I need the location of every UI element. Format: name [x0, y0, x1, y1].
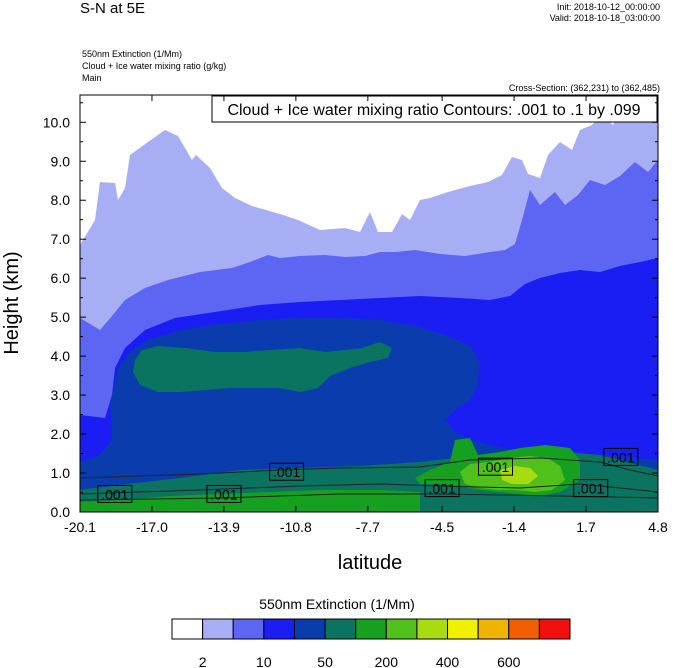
blob-teal-midlevel — [133, 342, 392, 392]
contour-label-box — [573, 479, 609, 498]
field-name-main: Main — [82, 73, 102, 83]
colorbar-title: 550nm Extinction (1/Mm) — [259, 596, 415, 612]
y-tick-label: 8.0 — [51, 192, 71, 208]
colorbar-label: 2 — [199, 654, 207, 668]
contour-label-text: .001 — [210, 486, 237, 502]
colorbar-swatch — [171, 618, 204, 640]
contour-label-text: .001 — [101, 486, 128, 502]
contour-label-text: .001 — [577, 481, 604, 497]
colorbar-swatch — [324, 618, 357, 640]
y-tick-label: 1.0 — [51, 465, 71, 481]
contour-info-box: Cloud + Ice water mixing ratio Contours:… — [211, 95, 658, 123]
y-tick-label: 4.0 — [51, 348, 71, 364]
field-name-extinction: 550nm Extinction (1/Mm) — [82, 49, 183, 59]
colorbar-swatch — [447, 618, 479, 640]
colorbar-swatch — [355, 618, 387, 640]
contour-label-text: .001 — [482, 459, 509, 475]
x-tick-label: 1.7 — [576, 519, 596, 535]
plot-title: S-N at 5E — [80, 0, 146, 17]
x-tick-label: -7.7 — [356, 519, 380, 535]
colorbar-swatch — [508, 618, 540, 640]
y-axis-label: Height (km) — [1, 251, 23, 354]
colorbar-swatch — [263, 618, 295, 640]
extinction-field — [80, 95, 658, 512]
field-name-mixing-ratio: Cloud + Ice water mixing ratio (g/kg) — [82, 61, 227, 71]
y-tick-label: 9.0 — [51, 153, 71, 169]
colorbar-label: 10 — [256, 654, 272, 668]
x-tick-label: -1.4 — [502, 519, 526, 535]
x-tick-label: -17.0 — [136, 519, 168, 535]
colorbar-swatch — [416, 618, 449, 640]
plot-frame — [79, 94, 659, 513]
x-tick-label: 4.8 — [648, 519, 668, 535]
colorbar-swatch — [232, 618, 265, 640]
y-tick-label: 7.0 — [51, 231, 71, 247]
y-tick-label: 3.0 — [51, 387, 71, 403]
contour-labels: .001.001.001.001.001.001.001 — [97, 447, 639, 503]
y-tick-label: 6.0 — [51, 270, 71, 286]
colorbar-label: 400 — [436, 654, 460, 668]
colorbar-label: 50 — [317, 654, 333, 668]
contour-label-text: .001 — [607, 449, 634, 465]
x-tick-label: -10.8 — [280, 519, 312, 535]
contour-label: .001 — [478, 457, 514, 476]
contour-label: .001 — [269, 462, 305, 481]
contour-label-box — [97, 484, 133, 503]
contour-label: .001 — [573, 479, 609, 498]
x-axis-label: latitude — [338, 552, 403, 574]
y-tick-label: 2.0 — [51, 426, 71, 442]
init-time: Init: 2018-10-12_00:00:00 — [556, 2, 660, 12]
y-tick-label: 0.0 — [51, 504, 71, 520]
contour-line — [80, 457, 658, 479]
cross-section-label: Cross-Section: (362,231) to (362,485) — [508, 83, 660, 93]
colorbar-swatch — [538, 618, 571, 640]
contour-label: .001 — [206, 484, 242, 503]
contour-label-box — [269, 462, 305, 481]
colorbar-swatch — [202, 618, 234, 640]
contour-label-text: .001 — [428, 481, 455, 497]
contour-info-text: Cloud + Ice water mixing ratio Contours:… — [227, 102, 640, 119]
contour-label-box — [424, 479, 460, 498]
x-tick-label: -20.1 — [64, 519, 96, 535]
contour-label-box — [206, 484, 242, 503]
y-tick-label: 5.0 — [51, 309, 71, 325]
y-tick-label: 10.0 — [43, 114, 70, 130]
colorbar-swatch — [477, 618, 510, 640]
colorbar-swatch — [385, 618, 418, 640]
contour-info-box-frame — [211, 95, 658, 123]
blob-green-lower-left — [80, 490, 420, 512]
colorbar: 2 10 50 200 400 600 — [171, 618, 571, 668]
contour-label-box — [603, 447, 639, 466]
valid-time: Valid: 2018-10-18_03:00:00 — [549, 13, 660, 23]
contour-line — [80, 483, 658, 495]
contour-label: .001 — [603, 447, 639, 466]
contour-label-box — [478, 457, 514, 476]
x-tick-label: -4.5 — [430, 519, 454, 535]
axes: -20.1 -17.0 -13.9 -10.8 -7.7 -4.5 -1.4 1.7 4.8 0.… — [43, 95, 668, 535]
contour-label: .001 — [424, 479, 460, 498]
colorbar-label: 600 — [497, 654, 521, 668]
x-tick-label: -13.9 — [208, 519, 240, 535]
colorbar-label: 200 — [375, 654, 399, 668]
contour-label: .001 — [97, 484, 133, 503]
blob-yellowgreen-lowlevel — [500, 466, 538, 484]
colorbar-swatch — [293, 618, 326, 640]
contour-label-text: .001 — [273, 464, 300, 480]
